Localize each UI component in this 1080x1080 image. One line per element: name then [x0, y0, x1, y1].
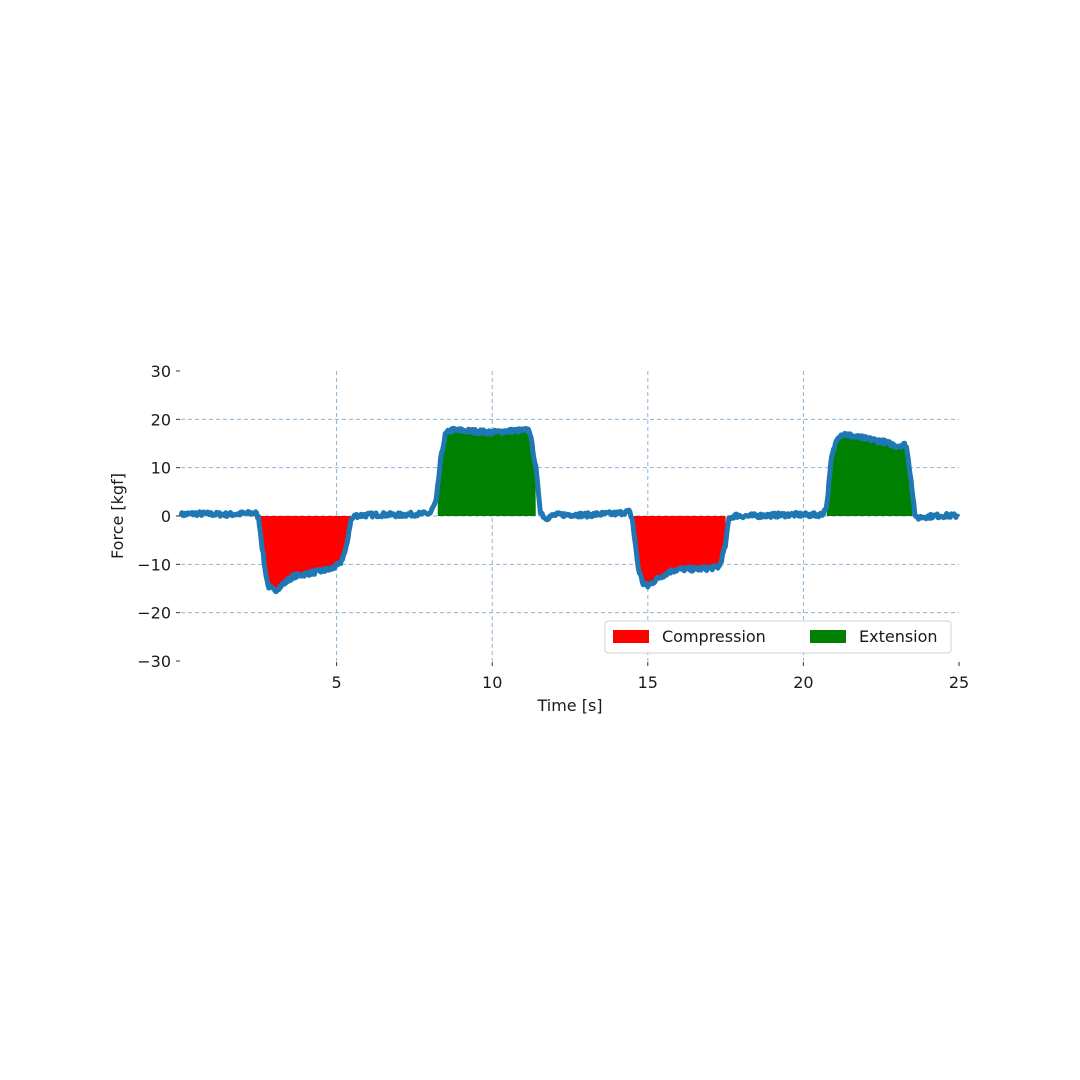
x-tick-label: 20 — [793, 673, 813, 692]
x-axis: 5 10 15 20 25 — [332, 662, 969, 692]
x-tick-label: 5 — [332, 673, 342, 692]
y-tick-label: −20 — [137, 604, 171, 623]
legend-box — [604, 620, 952, 654]
x-tick-label: 15 — [638, 673, 658, 692]
y-tick-label: 0 — [161, 507, 171, 526]
legend: Compression Extension — [604, 620, 952, 654]
x-tick-label: 25 — [949, 673, 969, 692]
y-tick-label: −30 — [137, 652, 171, 671]
y-axis-label: Force [kgf] — [108, 473, 127, 559]
y-tick-label: 10 — [151, 459, 171, 478]
y-tick-label: −10 — [137, 555, 171, 574]
legend-label-compression: Compression — [662, 627, 766, 646]
legend-swatch-extension — [810, 630, 846, 643]
x-tick-label: 10 — [482, 673, 502, 692]
y-tick-label: 30 — [151, 362, 171, 381]
y-tick-label: 20 — [151, 410, 171, 429]
legend-swatch-compression — [613, 630, 649, 643]
y-axis: −30 −20 −10 0 10 20 30 — [137, 362, 180, 671]
x-axis-label: Time [s] — [536, 696, 602, 715]
legend-label-extension: Extension — [859, 627, 938, 646]
force-line — [178, 425, 961, 595]
